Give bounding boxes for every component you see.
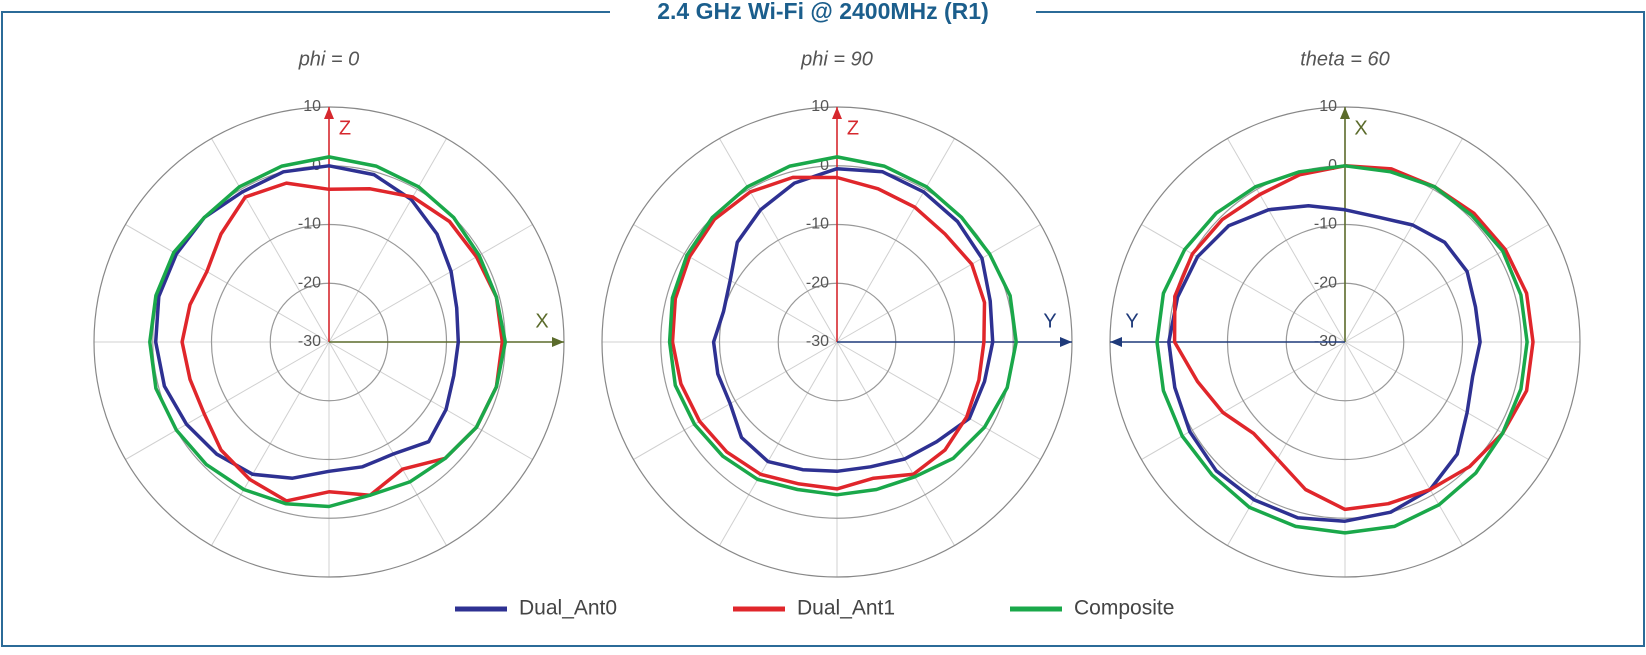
arrow-head <box>552 337 564 347</box>
arrow-head <box>1340 107 1350 119</box>
r-tick-label: 10 <box>811 98 829 115</box>
axis-label: Z <box>339 117 351 139</box>
axis-label: Y <box>1043 310 1056 332</box>
series-line <box>670 175 987 491</box>
chart-title: phi = 0 <box>298 48 360 70</box>
r-tick-label: -20 <box>1314 274 1337 291</box>
r-tick-label: -30 <box>298 333 321 350</box>
r-tick-label: -10 <box>1314 216 1337 233</box>
series-line <box>180 181 505 503</box>
axis-label: X <box>535 310 548 332</box>
series-line <box>1155 164 1529 535</box>
series-line <box>153 164 461 480</box>
axis-label: Z <box>847 117 859 139</box>
legend-label: Dual_Ant1 <box>797 597 895 620</box>
polar-chart: phi = 0 10 0 -10 -20 -30 Z X <box>93 48 565 578</box>
series-line <box>1167 204 1482 523</box>
r-tick-label: -10 <box>806 216 829 233</box>
chart-title: phi = 90 <box>800 48 873 70</box>
r-tick-label: -30 <box>806 333 829 350</box>
polar-chart: phi = 90 10 0 -10 -20 -30 Z Y <box>601 48 1073 578</box>
legend-label: Dual_Ant0 <box>519 597 617 620</box>
r-tick-label: -10 <box>298 216 321 233</box>
arrow-head <box>832 107 842 119</box>
legend-label: Composite <box>1074 597 1174 620</box>
chart-title: theta = 60 <box>1300 48 1390 70</box>
r-tick-label: 0 <box>820 157 829 174</box>
frame <box>1 11 1645 647</box>
arrow-head <box>1110 337 1122 347</box>
r-tick-label: 10 <box>303 98 321 115</box>
r-tick-label: 10 <box>1319 98 1337 115</box>
r-tick-label: -20 <box>806 274 829 291</box>
r-tick-label: -20 <box>298 274 321 291</box>
r-tick-label: 0 <box>1328 157 1337 174</box>
series-line <box>711 166 995 474</box>
series-line <box>1172 164 1535 512</box>
axis-label: Y <box>1125 310 1138 332</box>
axis-label: X <box>1354 117 1367 139</box>
arrow-head <box>324 107 334 119</box>
series-line <box>667 155 1018 497</box>
figure-title: 2.4 GHz Wi-Fi @ 2400MHz (R1) <box>657 0 989 24</box>
series-line <box>148 155 508 509</box>
arrow-head <box>1060 337 1072 347</box>
r-tick-label: 0 <box>312 157 321 174</box>
